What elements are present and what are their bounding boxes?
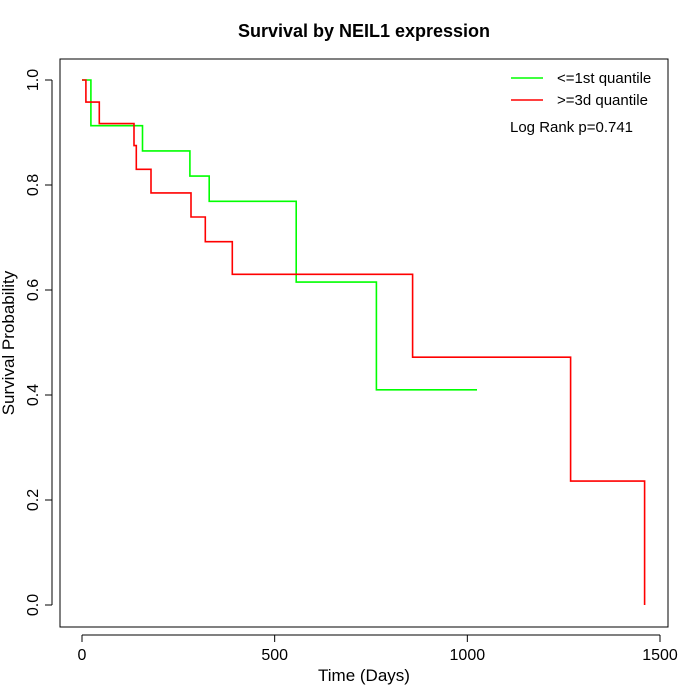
legend-label-series-2: >=3d quantile (557, 92, 648, 109)
y-axis-label: Survival Probability (0, 270, 18, 415)
series-line-1 (82, 79, 477, 391)
y-tick-label: 0.8 (25, 174, 42, 196)
log-rank-annotation: Log Rank p=0.741 (510, 119, 633, 136)
x-tick-label: 0 (78, 647, 87, 664)
x-axis-label: Time (Days) (318, 666, 410, 685)
y-tick-label: 0.6 (25, 279, 42, 301)
x-tick-label: 500 (261, 647, 288, 664)
legend-label-series-1: <=1st quantile (557, 70, 651, 87)
y-tick-label: 0.0 (25, 594, 42, 616)
y-tick-label: 0.2 (25, 489, 42, 511)
x-axis: 0 500 1000 1500 (78, 634, 678, 664)
legend: <=1st quantile >=3d quantile (511, 70, 651, 109)
x-tick-label: 1000 (450, 647, 486, 664)
series-layer (82, 79, 646, 605)
series-line-2 (82, 79, 646, 605)
chart-title: Survival by NEIL1 expression (238, 21, 490, 41)
plot-frame (59, 58, 669, 628)
x-tick-label: 1500 (642, 647, 678, 664)
y-tick-label: 1.0 (25, 69, 42, 91)
y-axis: 0.0 0.2 0.4 0.6 0.8 1.0 (25, 69, 53, 616)
y-tick-label: 0.4 (25, 384, 42, 406)
